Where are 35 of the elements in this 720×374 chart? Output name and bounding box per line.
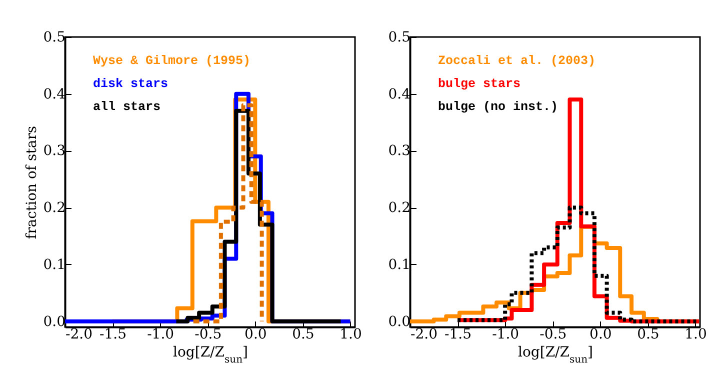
x-tick-label: -1.5 (444, 326, 472, 342)
y-tick-label: 0.0 (388, 314, 410, 330)
x-tick-label: -0.5 (540, 326, 567, 342)
y-tick-label: 0.3 (388, 143, 410, 160)
x-tick-label: -1.5 (100, 326, 127, 342)
x-tick-label: 1.0 (340, 326, 362, 342)
y-tick-label: 0.4 (388, 86, 411, 102)
x-tick-label: 0.0 (590, 326, 612, 342)
text: Wyse & Gilmore (1995) (93, 54, 251, 68)
y-tick-label: 0.1 (388, 256, 410, 273)
x-tick-label: -1.0 (492, 326, 520, 342)
y-tick-label: 0.5 (388, 30, 410, 46)
y-axis-title: fraction of stars (24, 126, 40, 240)
x-tick-label: 0.5 (637, 326, 660, 342)
y-tick-label: 0.4 (43, 86, 66, 102)
x-axis-title: log[Z/Z$_{sun}$] (518, 344, 593, 365)
x-tick-label: 0.0 (244, 326, 267, 342)
y-tick-label: 0.2 (43, 200, 66, 216)
x-tick-label: 1.0 (684, 326, 707, 342)
y-tick-label: 0.2 (388, 200, 410, 216)
text: all stars (93, 100, 161, 114)
x-tick-label: -2.0 (410, 326, 438, 342)
x-axis-title: log[Z/Z$_{sun}$] (173, 344, 248, 365)
x-tick-label: -1.0 (147, 326, 174, 342)
text: disk stars (93, 77, 168, 91)
text: bulge (no inst.) (438, 100, 558, 114)
text: Zoccali et al. (2003) (438, 54, 596, 68)
text: bulge stars (438, 77, 521, 91)
y-tick-label: 0.3 (43, 143, 66, 160)
y-tick-label: 0.0 (43, 314, 66, 330)
y-tick-label: 0.1 (43, 256, 66, 273)
x-tick-label: 0.5 (292, 326, 314, 342)
x-tick-label: -0.5 (194, 326, 222, 342)
y-tick-label: 0.5 (43, 30, 66, 46)
x-tick-label: -2.0 (66, 326, 92, 342)
